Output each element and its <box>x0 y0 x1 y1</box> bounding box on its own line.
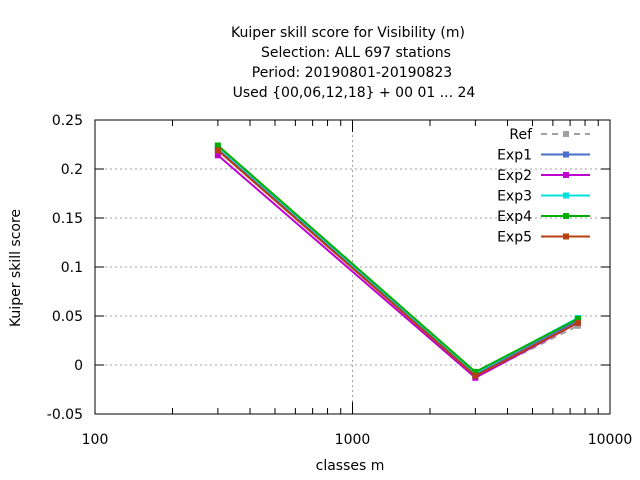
data-point <box>214 142 221 149</box>
x-axis-label: classes m <box>316 458 385 474</box>
series-exp4 <box>214 142 581 375</box>
data-point <box>574 319 581 326</box>
y-tick-label: 0.05 <box>52 309 83 325</box>
series-exp5 <box>214 147 581 379</box>
legend-label: Exp3 <box>497 189 532 205</box>
series-line <box>217 149 579 378</box>
title-line-3: Period: 20190801-20190823 <box>252 65 452 81</box>
legend: Ref Exp1 Exp2 Exp3 Exp4 Exp5 <box>497 127 590 246</box>
legend-marker <box>563 151 569 158</box>
y-tick-label: 0.25 <box>52 113 83 129</box>
legend-marker <box>563 192 569 199</box>
y-tick-label: 0 <box>74 358 83 374</box>
legend-marker <box>563 172 569 178</box>
legend-label: Exp5 <box>497 230 532 246</box>
chart-title: Kuiper skill score for Visibility (m) Se… <box>231 25 475 101</box>
legend-label: Exp2 <box>497 168 532 184</box>
y-tick-label: 0.1 <box>61 260 83 276</box>
plot-frame <box>94 119 611 415</box>
x-tick-label: 1000 <box>335 432 371 448</box>
data-point <box>214 152 221 159</box>
y-axis-label: Kuiper skill score <box>8 209 24 327</box>
x-tick-label: 100 <box>82 432 109 448</box>
data-point <box>214 147 221 154</box>
legend-marker <box>563 213 569 219</box>
x-tick-label: 10000 <box>588 432 633 448</box>
legend-label: Exp1 <box>497 148 532 164</box>
data-point <box>574 315 581 322</box>
y-tick-label: 0.15 <box>52 211 83 227</box>
title-line-2: Selection: ALL 697 stations <box>261 45 451 61</box>
legend-label: Ref <box>509 127 533 143</box>
y-tick-label: -0.05 <box>47 407 83 423</box>
legend-label: Exp4 <box>497 209 532 225</box>
legend-marker <box>563 131 569 137</box>
axes: -0.05 0 0.05 0.1 0.15 0.2 0.25 100 1000 10000 <box>47 113 633 448</box>
data-point <box>472 368 479 375</box>
data-point <box>472 372 479 379</box>
legend-marker <box>563 233 569 240</box>
title-line-1: Kuiper skill score for Visibility (m) <box>231 25 465 41</box>
y-tick-label: 0.2 <box>61 162 83 178</box>
series-layer <box>214 142 581 381</box>
title-line-4: Used {00,06,12,18} + 00 01 ... 24 <box>233 85 476 101</box>
